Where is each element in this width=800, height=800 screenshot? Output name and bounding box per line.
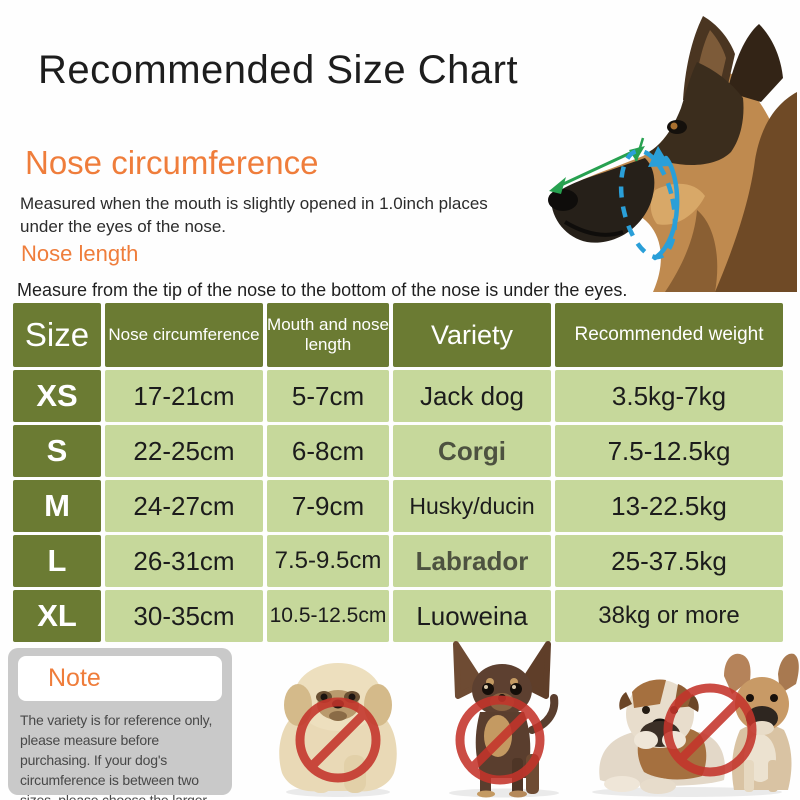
table-cell: Husky/ducin [393,480,551,532]
note-body: The variety is for reference only, pleas… [20,712,213,800]
table-cell: Corgi [393,425,551,477]
table-cell: 5-7cm [267,370,389,422]
prohibition-icon [455,695,545,785]
table-cell: Luoweina [393,590,551,642]
column-header-recommended-weight: Recommended weight [555,303,783,367]
table-cell: Labrador [393,535,551,587]
table-cell: 10.5-12.5cm [267,590,389,642]
note-label: Note [48,664,101,692]
table-cell: 17-21cm [105,370,263,422]
page-title: Recommended Size Chart [38,48,519,92]
table-cell: 7.5-9.5cm [267,535,389,587]
nose-length-description: Measure from the tip of the nose to the … [17,280,628,300]
pekingese-photo [279,663,397,797]
bulldogs-photo [592,653,799,797]
note-title-pill: Note [18,656,222,701]
size-table: Size Nose circumference Mouth and nose l… [13,303,783,642]
table-cell: 7.5-12.5kg [555,425,783,477]
table-cell: 30-35cm [105,590,263,642]
table-cell: 26-31cm [105,535,263,587]
german-shepherd-muzzle-photo [548,16,797,292]
prohibition-icon [295,697,381,783]
chihuahua-photo [449,641,559,798]
size-label-s: S [13,425,101,477]
nose-length-heading: Nose length [21,241,139,266]
nose-circumference-heading: Nose circumference [25,144,319,181]
column-header-nose-circumference: Nose circumference [105,303,263,367]
table-cell: Jack dog [393,370,551,422]
size-label-l: L [13,535,101,587]
nose-length-arrow-icon [549,137,645,194]
table-cell: 3.5kg-7kg [555,370,783,422]
table-cell: 25-37.5kg [555,535,783,587]
column-header-variety: Variety [393,303,551,367]
nose-circumference-description: Measured when the mouth is slightly open… [20,194,488,236]
note-box: Note The variety is for reference only, … [8,648,232,800]
table-cell: 6-8cm [267,425,389,477]
table-cell: 24-27cm [105,480,263,532]
table-cell: 22-25cm [105,425,263,477]
size-label-m: M [13,480,101,532]
size-label-xs: XS [13,370,101,422]
size-label-xl: XL [13,590,101,642]
table-cell: 13-22.5kg [555,480,783,532]
table-cell: 38kg or more [555,590,783,642]
column-header-mouth-nose-length: Mouth and nose length [267,303,389,367]
column-header-size: Size [13,303,101,367]
table-cell: 7-9cm [267,480,389,532]
prohibition-icon [663,683,757,777]
